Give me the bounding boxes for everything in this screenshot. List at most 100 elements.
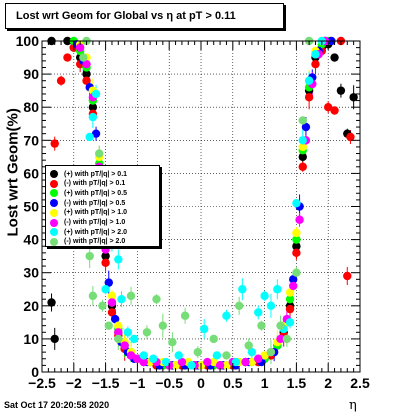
legend-marker [50,179,58,188]
data-point [234,301,244,310]
x-tick-label: 2 [324,375,332,391]
y-tick-label: 50 [23,199,39,215]
data-point [50,139,59,148]
legend: (+) with pT/|q| > 0.1 (-) with pT/|q| > 0… [45,165,160,247]
data-point [117,294,126,304]
y-tick-label: 40 [23,232,39,248]
data-point [82,59,91,69]
data-point [107,308,117,317]
legend-entry: (+) with pT/|q| > 2.0 [50,227,127,237]
data-point [107,298,117,307]
x-tick-label: −2.5 [28,375,56,391]
data-point [292,228,301,238]
data-point [107,291,117,301]
data-point [114,334,123,344]
data-point [47,298,56,307]
legend-label: (+) with pT/|q| > 2.0 [64,228,128,236]
legend-entry: (-) with pT/|q| > 0.5 [50,198,125,208]
x-tick-label: 1.5 [287,375,307,391]
x-tick-label: 2.5 [350,375,370,391]
data-point [158,321,168,330]
data-point [343,271,352,281]
data-point [82,76,91,85]
data-point [257,321,266,330]
data-point [114,321,123,330]
data-point [104,278,113,287]
data-point [212,351,222,360]
data-point [298,136,307,145]
data-point [231,357,241,367]
legend-marker [50,199,58,208]
data-point [330,106,339,115]
legend-marker [50,208,58,217]
data-point [56,76,66,85]
data-point [254,308,263,317]
data-point [98,301,107,310]
data-point [292,198,301,208]
data-point [324,103,333,112]
x-tick-label: −1 [129,375,145,391]
datestamp: Sat Oct 17 20:20:58 2020 [4,400,110,410]
legend-marker [50,237,58,246]
legend-entry: (-) with pT/|q| > 0.1 [50,179,125,189]
x-tick-label: −2 [66,375,82,391]
data-point [91,129,101,138]
data-point [276,334,285,344]
x-tick-label: 1 [261,375,269,391]
data-point [295,215,304,224]
data-point [292,248,301,258]
legend-label: (-) with pT/|q| > 1.0 [64,219,126,226]
data-point [285,294,295,304]
data-point [161,357,171,367]
legend-label: (+) with pT/|q| > 0.1 [64,170,128,178]
data-point [82,69,91,79]
data-point [311,59,320,69]
data-point [254,354,263,363]
data-point [95,149,104,158]
x-tick-label: 0 [197,375,205,391]
data-point [114,255,123,264]
data-point [120,341,129,350]
data-point [292,268,301,277]
data-point [203,357,212,367]
legend-marker [50,170,58,178]
data-point [133,354,142,363]
data-point [292,235,301,244]
data-point [282,334,292,344]
data-point [330,53,339,62]
data-point [285,288,295,297]
data-point [346,132,355,142]
data-point [104,321,113,330]
data-point [114,328,123,337]
y-tick-label: 60 [23,165,39,181]
data-point [152,294,161,304]
data-point [63,53,72,62]
data-point [241,357,250,367]
data-point [123,328,133,337]
data-point [88,291,98,301]
data-point [222,361,231,370]
data-point [215,361,225,370]
legend-label: (+) with pT/|q| > 0.5 [64,189,128,197]
data-point [292,242,301,251]
data-point [266,301,276,310]
data-point [209,334,218,344]
legend-label: (+) with pT/|q| > 1.0 [64,209,128,217]
data-point [149,354,158,363]
data-point [79,53,88,62]
data-point [88,103,98,112]
data-point [276,321,285,330]
legend-entry: (-) with pT/|q| > 2.0 [50,237,125,247]
legend-label: (-) with pT/|q| > 0.5 [64,199,126,207]
legend-marker [50,189,58,198]
legend-marker [50,228,58,237]
x-tick-label: −0.5 [155,375,183,391]
data-point [222,311,231,320]
y-tick-label: 20 [23,298,39,314]
data-point [336,86,346,95]
legend-entry: (+) with pT/|q| > 0.5 [50,188,127,198]
data-point [247,357,257,367]
data-point [101,285,110,294]
legend-entry: (+) with pT/|q| > 0.1 [50,169,127,179]
data-point [244,341,253,350]
